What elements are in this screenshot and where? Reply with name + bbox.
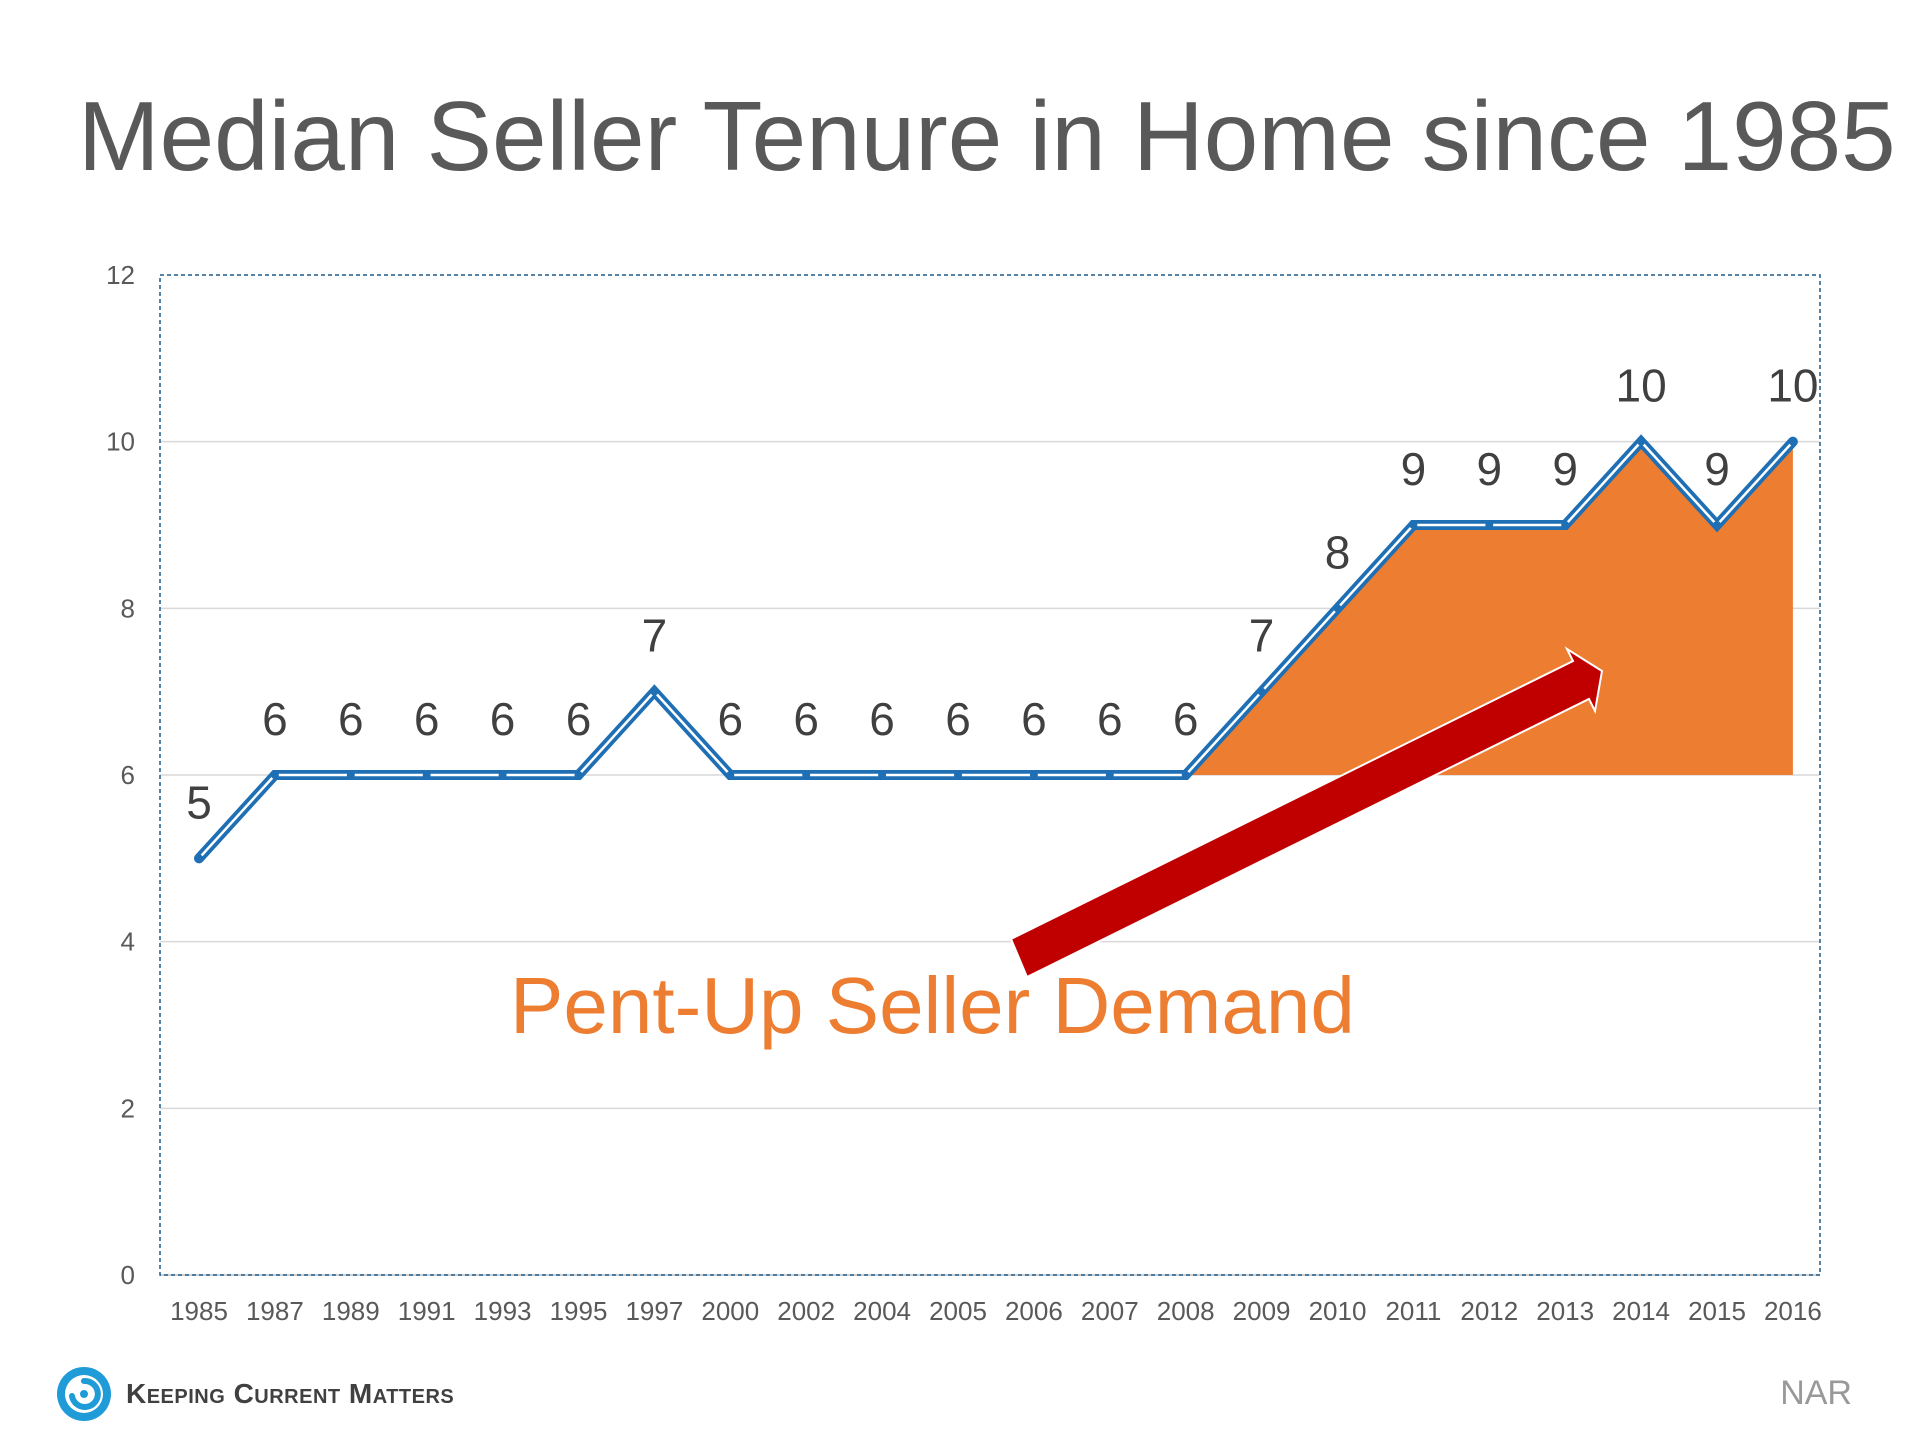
- x-tick-label: 1997: [625, 1296, 683, 1326]
- page-title: Median Seller Tenure in Home since 1985: [78, 81, 1896, 191]
- data-label: 6: [869, 693, 895, 745]
- x-tick-label: 1991: [398, 1296, 456, 1326]
- data-point: [574, 771, 583, 779]
- x-tick-label: 1985: [170, 1296, 228, 1326]
- x-tick-label: 2014: [1612, 1296, 1670, 1326]
- data-point: [1029, 771, 1038, 779]
- data-point: [1561, 521, 1570, 529]
- x-tick-label: 2002: [777, 1296, 835, 1326]
- data-label: 6: [262, 693, 288, 745]
- data-point: [1105, 771, 1114, 779]
- data-point: [1257, 687, 1266, 696]
- data-label: 7: [642, 610, 668, 662]
- y-tick-label: 2: [121, 1093, 135, 1123]
- x-tick-label: 2000: [701, 1296, 759, 1326]
- data-label: 10: [1767, 360, 1818, 412]
- pent-up-demand-annotation: Pent-Up Seller Demand: [510, 961, 1355, 1050]
- data-label: 7: [1249, 610, 1275, 662]
- data-label: 9: [1704, 443, 1730, 495]
- x-tick-label: 2011: [1385, 1296, 1441, 1326]
- data-point: [270, 771, 279, 779]
- x-tick-label: 2016: [1764, 1296, 1822, 1326]
- data-point: [726, 771, 735, 779]
- data-point: [195, 854, 203, 863]
- y-tick-label: 0: [121, 1260, 135, 1290]
- series-line: [194, 434, 1798, 864]
- data-point: [1181, 771, 1190, 779]
- data-label: 6: [793, 693, 819, 745]
- x-tick-label: 1989: [322, 1296, 380, 1326]
- swirl-icon: [57, 1367, 111, 1421]
- y-axis: 0 2 4 6 8 10 12: [106, 260, 135, 1290]
- data-label: 6: [414, 693, 440, 745]
- data-label: 10: [1616, 360, 1667, 412]
- y-tick-label: 10: [106, 427, 135, 457]
- data-point: [650, 687, 659, 696]
- x-tick-label: 1995: [550, 1296, 608, 1326]
- data-point: [1409, 521, 1418, 529]
- data-label: 6: [718, 693, 744, 745]
- series-line-highlight: [198, 439, 1794, 860]
- x-axis: 1985 1987 1989 1991 1993 1995 1997 2000 2002 2004…: [170, 1296, 1822, 1326]
- y-tick-label: 8: [121, 593, 135, 623]
- data-point: [1713, 521, 1721, 529]
- data-label: 6: [1097, 693, 1123, 745]
- trend-arrow: [1009, 646, 1604, 979]
- y-tick-label: 12: [106, 260, 135, 290]
- x-tick-label: 2005: [929, 1296, 987, 1326]
- data-label: 9: [1552, 443, 1578, 495]
- data-label: 5: [186, 776, 212, 828]
- data-point: [1485, 521, 1494, 529]
- data-points: [195, 437, 1797, 863]
- x-tick-label: 2004: [853, 1296, 911, 1326]
- data-point: [954, 771, 962, 779]
- data-point: [802, 771, 811, 779]
- x-tick-label: 2007: [1081, 1296, 1139, 1326]
- data-point: [878, 771, 887, 779]
- data-label: 6: [490, 693, 516, 745]
- source-label: NAR: [1780, 1374, 1852, 1412]
- data-point: [1788, 437, 1797, 446]
- data-label: 6: [1173, 693, 1199, 745]
- y-tick-label: 4: [121, 927, 135, 957]
- x-tick-label: 2015: [1688, 1296, 1746, 1326]
- data-point: [422, 771, 431, 779]
- pent-up-demand-area: [1185, 441, 1793, 775]
- data-label: 8: [1325, 526, 1351, 578]
- brand-name: Keeping Current Matters: [126, 1378, 455, 1409]
- arrow-shape: [1009, 646, 1604, 979]
- x-tick-label: 2010: [1309, 1296, 1367, 1326]
- data-label: 9: [1401, 443, 1427, 495]
- data-label: 9: [1477, 443, 1503, 495]
- data-point: [1637, 437, 1646, 446]
- data-point: [498, 771, 507, 779]
- x-tick-label: 2013: [1536, 1296, 1594, 1326]
- data-label: 6: [338, 693, 364, 745]
- data-label: 6: [566, 693, 592, 745]
- data-point: [346, 771, 355, 779]
- x-tick-label: 2012: [1460, 1296, 1518, 1326]
- x-tick-label: 2006: [1005, 1296, 1063, 1326]
- data-point: [1333, 604, 1342, 613]
- plot-frame: [159, 274, 1821, 1276]
- x-tick-label: 1993: [474, 1296, 532, 1326]
- data-label: 6: [945, 693, 971, 745]
- x-tick-label: 2009: [1233, 1296, 1291, 1326]
- y-tick-label: 6: [121, 760, 135, 790]
- data-label: 6: [1021, 693, 1047, 745]
- x-tick-label: 2008: [1157, 1296, 1215, 1326]
- brand-logo: Keeping Current Matters: [56, 1362, 454, 1426]
- x-tick-label: 1987: [246, 1296, 304, 1326]
